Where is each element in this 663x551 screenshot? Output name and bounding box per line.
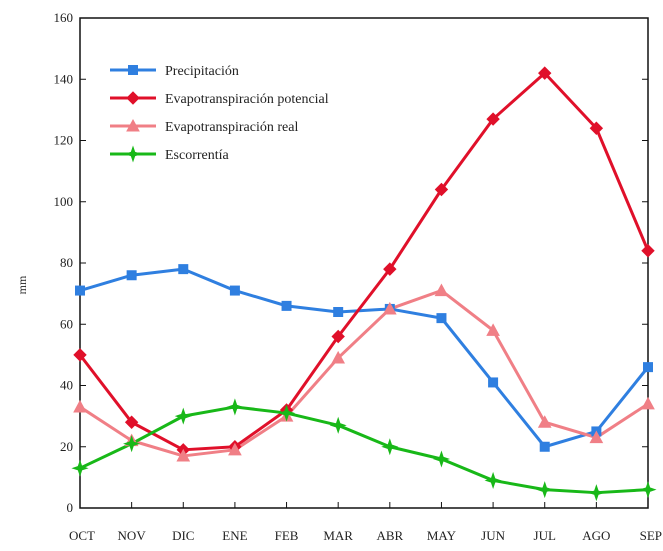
- x-tick-label: JUL: [534, 528, 556, 543]
- x-tick-label: AGO: [582, 528, 610, 543]
- legend-entry-label: Evapotranspiración potencial: [165, 92, 329, 107]
- data-point: [381, 438, 399, 456]
- y-tick-label: 160: [54, 10, 74, 25]
- x-tick-label: JUN: [481, 528, 505, 543]
- data-point: [486, 112, 500, 126]
- data-point: [589, 121, 604, 135]
- series-line: [79, 405, 649, 495]
- x-tick-label: MAR: [323, 528, 353, 543]
- data-point: [538, 66, 552, 80]
- data-point: [126, 118, 140, 132]
- data-point: [178, 264, 189, 275]
- data-point: [226, 398, 244, 416]
- x-tick-label: DIC: [172, 528, 194, 543]
- data-point: [331, 350, 346, 364]
- y-tick-label: 0: [67, 500, 74, 515]
- data-point: [488, 377, 499, 388]
- legend-entry-label: Precipitación: [165, 64, 239, 79]
- data-point: [643, 362, 653, 373]
- data-point: [641, 244, 655, 258]
- legend-entry-label: Escorrentía: [165, 148, 230, 163]
- data-point: [126, 270, 137, 281]
- data-point: [126, 91, 140, 105]
- data-point: [124, 415, 139, 429]
- data-point: [174, 407, 192, 425]
- data-point: [641, 396, 655, 410]
- y-tick-label: 120: [54, 133, 74, 148]
- series-line: [79, 289, 649, 458]
- data-point: [331, 329, 345, 344]
- data-point: [536, 481, 554, 499]
- y-axis-ticks: 0 20 40 60 80 100 120 140 160: [54, 10, 648, 515]
- data-point: [432, 450, 451, 468]
- data-point: [383, 262, 397, 276]
- data-point: [537, 415, 552, 428]
- data-point: [124, 145, 142, 163]
- data-point: [434, 182, 449, 197]
- series-line: [78, 71, 650, 452]
- x-tick-label: MAY: [427, 528, 457, 543]
- y-tick-label: 40: [60, 378, 73, 393]
- data-point: [436, 313, 447, 324]
- legend: Precipitación Evapotranspiración potencia…: [110, 64, 329, 163]
- data-point: [434, 283, 449, 297]
- y-axis-label: mm: [15, 275, 29, 294]
- y-tick-label: 140: [54, 71, 74, 86]
- x-tick-label: SEP: [640, 528, 662, 543]
- data-point: [333, 307, 344, 317]
- series-lines: [78, 71, 650, 495]
- x-tick-label: ENE: [222, 528, 247, 543]
- data-point: [486, 323, 500, 336]
- data-point: [329, 416, 347, 434]
- data-point: [75, 285, 85, 296]
- y-tick-label: 20: [60, 439, 73, 454]
- data-point: [587, 484, 605, 502]
- x-tick-label: ABR: [376, 528, 403, 543]
- y-tick-label: 100: [54, 194, 74, 209]
- x-tick-label: FEB: [275, 528, 299, 543]
- data-point: [123, 435, 141, 453]
- data-point: [277, 404, 296, 422]
- data-point: [281, 300, 292, 311]
- data-point: [589, 430, 604, 444]
- data-point: [539, 441, 550, 452]
- data-point: [229, 285, 240, 296]
- data-point: [73, 348, 87, 362]
- legend-entry-label: Evapotranspiración real: [165, 120, 298, 135]
- x-tick-label: OCT: [69, 528, 95, 543]
- data-point: [382, 301, 397, 315]
- data-point: [228, 442, 242, 456]
- y-tick-label: 60: [60, 316, 73, 331]
- x-axis-ticks: OCT NOV DIC ENE FEB MAR ABR MAY JUN JUL AGO SEP: [69, 502, 662, 543]
- data-point: [73, 399, 87, 413]
- data-point: [176, 448, 191, 462]
- y-tick-label: 80: [60, 255, 73, 270]
- data-point: [71, 459, 89, 477]
- series-markers: [71, 66, 657, 502]
- data-point: [639, 481, 657, 499]
- series-line: [79, 267, 650, 449]
- x-tick-label: NOV: [118, 528, 147, 543]
- data-point: [128, 65, 138, 75]
- data-point: [484, 471, 502, 489]
